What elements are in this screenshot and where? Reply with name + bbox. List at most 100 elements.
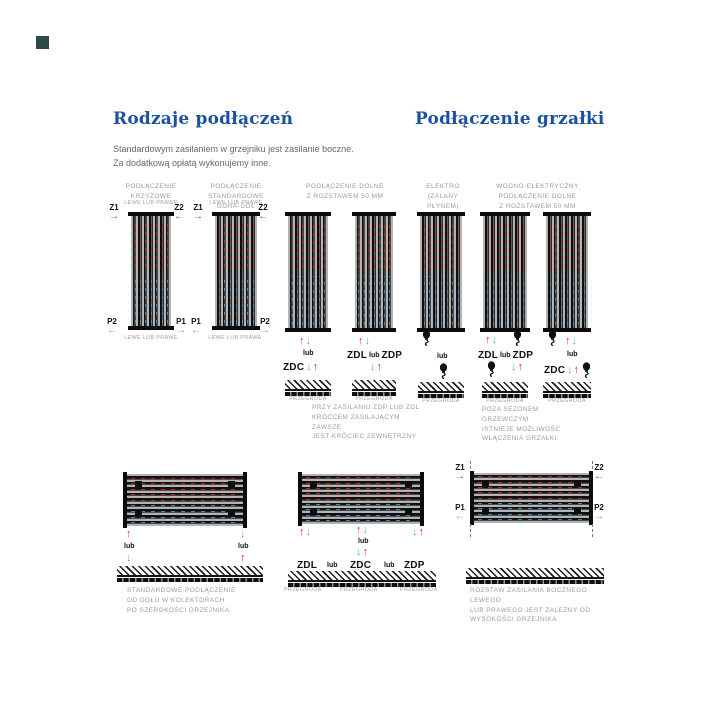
radiator-vertical-krzyzowe — [128, 212, 174, 330]
flow-arrows: ↑ ↓ — [565, 336, 577, 347]
radiator-tube — [133, 216, 137, 326]
radiator-tube — [251, 216, 256, 326]
flow-arrows: ↑ ↓ — [299, 336, 311, 347]
section-title-left: Rodzaje podłączeń — [113, 109, 294, 129]
mounting-pin — [135, 481, 142, 487]
pipe-bar — [288, 583, 436, 587]
label-lub: lub — [500, 352, 511, 359]
arrow-up-icon: ↑ — [485, 334, 491, 346]
floor-partition — [288, 571, 436, 587]
arrow-right-icon: → — [260, 325, 270, 336]
radiator-tube — [521, 216, 525, 328]
radiator-tube — [491, 216, 495, 328]
arrow-down-icon: ↓ — [511, 361, 517, 373]
hatch-pattern — [543, 382, 591, 393]
arrow-right-icon: → — [594, 511, 604, 522]
hatch-pattern — [117, 566, 263, 577]
page-corner-mark — [36, 36, 49, 49]
port-z1: Z1 → — [455, 464, 465, 482]
radiator-tube — [474, 517, 589, 521]
radiator-tube — [306, 216, 310, 328]
heater-icon — [547, 330, 558, 346]
arrow-up-icon: ↑ — [418, 526, 425, 538]
radiator-tube — [509, 216, 513, 328]
port-label: Z1 — [193, 203, 203, 212]
radiator-tube — [450, 216, 455, 328]
radiator-tube — [422, 216, 426, 328]
arrow-up-icon: ↑ — [299, 526, 305, 538]
radiator-tube — [362, 216, 366, 328]
arrow-left-icon: ← — [455, 511, 465, 522]
radiator-tube — [322, 216, 326, 328]
label-lub: lub — [384, 562, 395, 569]
pipe-bar — [543, 394, 591, 398]
port-z2: Z2 ← — [174, 204, 184, 222]
port-label: Z2 — [594, 463, 604, 472]
connection-label-zdl: ZDL — [297, 560, 318, 571]
arrow-left-icon: ← — [107, 325, 117, 336]
connection-label: ZDC — [283, 362, 305, 373]
radiator-tube — [559, 216, 564, 328]
radiator-tube — [427, 216, 432, 328]
radiator-tube — [127, 492, 243, 497]
radiator-tube — [474, 490, 589, 495]
flow-arrows: ↓ ↑ — [370, 362, 382, 373]
radiator-tube — [127, 487, 243, 491]
radiator-tube — [317, 216, 321, 328]
port-label: Z1 — [455, 463, 465, 472]
pipe-bar — [466, 580, 604, 584]
port-p1: P1 ← — [191, 318, 201, 336]
label-lewe-lub-prawe: LEWE LUB PRAWE — [124, 200, 178, 206]
radiator-tube — [474, 506, 589, 511]
pipe-bar — [482, 394, 528, 398]
port-label: P1 — [191, 317, 201, 326]
arrow-up-icon: ↑ — [573, 363, 580, 376]
section-title-right: Podłączenie grzałki — [415, 109, 605, 129]
radiator-tube — [295, 216, 299, 328]
port-p2: P2 → — [260, 318, 270, 336]
radiator-tube — [149, 216, 153, 326]
radiator-tube — [127, 514, 243, 519]
flow-arrows: ↓ ↑ — [412, 527, 424, 538]
arrow-down-icon: ↓ — [364, 335, 371, 347]
label-lub: lub — [124, 543, 135, 550]
label-lub: lub — [303, 350, 314, 357]
label-lub: lub — [327, 562, 338, 569]
radiator-tube — [302, 476, 420, 480]
port-label: P2 — [107, 317, 117, 326]
column-header-krzyzowe: PODŁĄCZENIE KRZYŻOWE — [125, 183, 177, 200]
radiator-tube — [127, 520, 243, 525]
caption-standardowe-podlaczenie: STANDARDOWE PODŁĄCZENIE OD DOŁU W KOLEKT… — [127, 587, 236, 614]
mounting-pin — [574, 480, 581, 486]
arrow-up-icon: ↑ — [376, 361, 383, 373]
radiator-tube — [503, 216, 507, 328]
hatch-pattern — [482, 382, 528, 393]
radiator-tube — [127, 509, 243, 513]
label-lub: lub — [238, 543, 249, 550]
arrow-down-icon: ↓ — [305, 526, 312, 538]
column-header-elektro: ELEKTRO (ZALANY PŁYNEM) — [426, 183, 460, 210]
port-z1: Z1 → — [109, 204, 119, 222]
radiator-vertical-wodno-elektryczny — [480, 212, 530, 332]
port-p1: P1 ← — [455, 504, 465, 522]
floor-partition — [482, 382, 528, 398]
radiator-tube — [154, 216, 159, 326]
label-przegroda: PRZEGRODA — [400, 587, 438, 593]
label-lub: lub — [369, 352, 380, 359]
radiator-tube — [565, 216, 569, 328]
port-label: Z2 — [174, 203, 184, 212]
guide-line — [470, 461, 471, 474]
radiator-tube — [372, 216, 376, 328]
radiator-tube — [474, 485, 589, 489]
port-label: P2 — [260, 317, 270, 326]
floor-partition — [285, 380, 331, 396]
pipe-bar — [352, 392, 396, 396]
label-lewe-lub-prawe: LEWE LUB PRAWE — [208, 335, 262, 341]
pipe-bar — [285, 392, 331, 396]
radiator-tube — [474, 501, 589, 505]
port-label: Z2 — [258, 203, 268, 212]
arrow-up-icon: ↑ — [126, 528, 132, 540]
radiator-tube — [302, 497, 420, 501]
connection-label-zdc: ZDC — [350, 560, 372, 571]
